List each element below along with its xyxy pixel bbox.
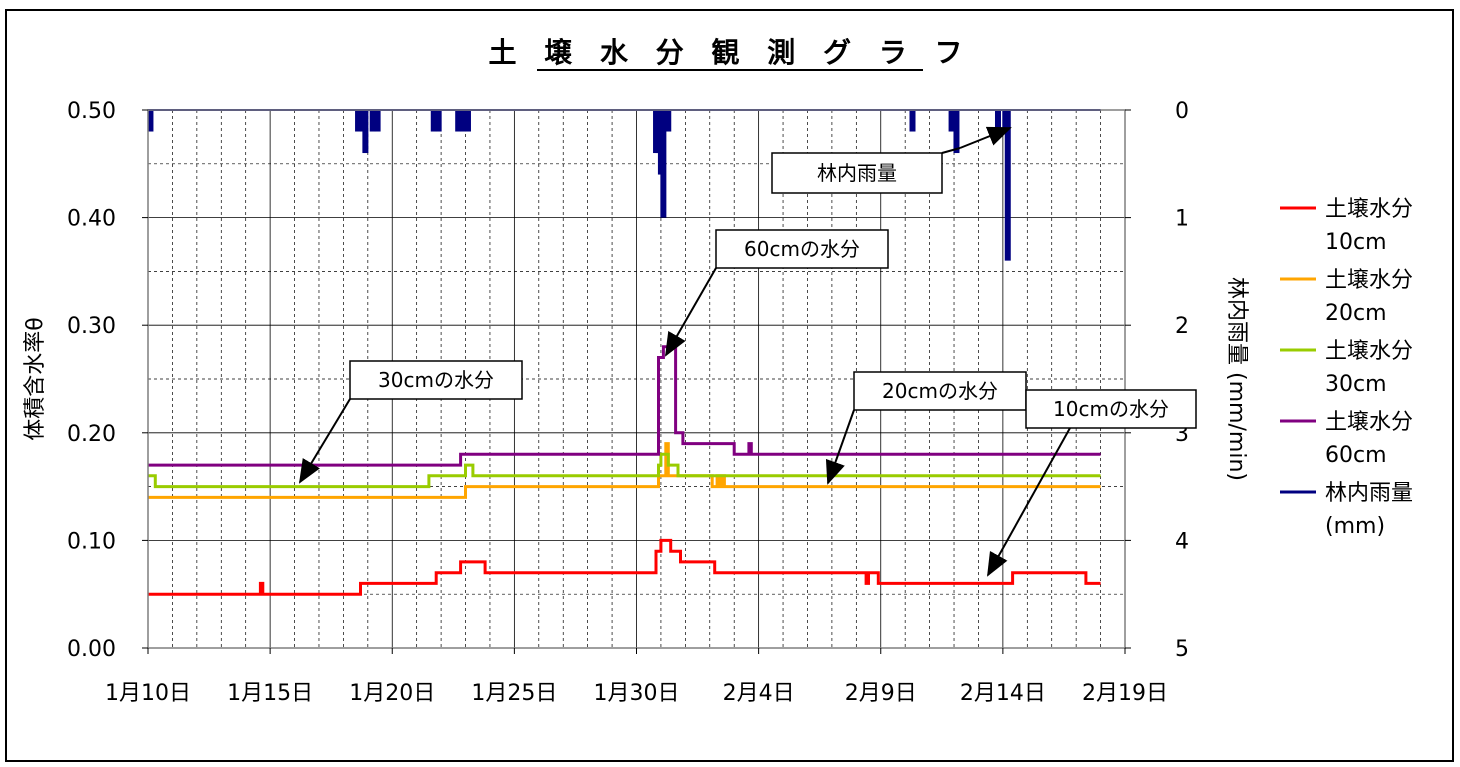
legend-label: 土壌水分 <box>1325 268 1413 293</box>
x-tick-label: 1月20日 <box>349 681 435 706</box>
y-right-axis-label: 林内雨量 (mm/min) <box>1224 277 1249 481</box>
series-line-2 <box>148 452 1101 489</box>
y-left-ticks: 0.00 0.10 0.20 0.30 0.40 0.50 <box>67 99 148 662</box>
series-line-0 <box>148 538 1101 596</box>
series-group <box>147 109 1101 596</box>
rain-bar <box>369 110 376 132</box>
rain-bar <box>660 110 667 218</box>
legend-label: 10cm <box>1325 230 1387 255</box>
legend-label: 60cm <box>1325 443 1387 468</box>
rain-bar <box>460 110 467 132</box>
y-left-axis-label: 体積含水率θ <box>23 317 48 440</box>
legend-label: 土壌水分 <box>1325 339 1413 364</box>
rain-bar <box>1004 110 1011 261</box>
x-tick-label: 2月9日 <box>845 681 917 706</box>
annotation-box <box>771 152 943 194</box>
legend: 土壌水分 10cm 土壌水分 20cm 土壌水分 30cm 土壌水分 60cm 林内雨量 (mm) <box>1280 197 1413 539</box>
annotation-box <box>853 371 1027 411</box>
rain-bar <box>909 110 916 132</box>
y-right-tick-label: 4 <box>1175 529 1189 554</box>
x-tick-label: 1月25日 <box>471 681 557 706</box>
rain-bar <box>374 110 381 132</box>
rain-bar <box>994 110 1001 132</box>
rain-bar <box>430 110 437 132</box>
legend-label: 土壌水分 <box>1325 197 1413 222</box>
series-line-3 <box>148 345 1101 467</box>
series-line-1 <box>148 442 1101 499</box>
rain-bar <box>147 110 154 132</box>
annotation-box <box>715 229 889 269</box>
annotation-arrow <box>825 409 855 485</box>
annotation-box <box>349 360 523 400</box>
y-left-tick-label: 0.20 <box>67 422 116 447</box>
annotation-arrow <box>987 427 1071 577</box>
annotation-label: 10cmの水分 <box>1053 397 1169 421</box>
legend-label: 20cm <box>1325 301 1387 326</box>
rain-bar <box>362 110 369 154</box>
annotation-arrow <box>941 147 961 154</box>
x-tick-label: 1月15日 <box>227 681 313 706</box>
annotation-label: 60cmの水分 <box>744 237 860 261</box>
rain-bar <box>355 110 362 132</box>
legend-label: 林内雨量 <box>1325 481 1413 506</box>
annotation-arrow <box>665 267 717 357</box>
annotation-label: 30cmの水分 <box>378 368 494 392</box>
x-tick-label: 2月4日 <box>723 681 795 706</box>
x-tick-label: 2月19日 <box>1082 681 1168 706</box>
rain-bar <box>665 110 672 132</box>
x-ticks: 1月10日 1月15日 1月20日 1月25日 1月30日 2月4日 2月9日 2月14日 2月… <box>105 648 1168 706</box>
rain-bar <box>455 110 462 132</box>
chart-title: 土 壌 水 分 観 測 グ ラ フ <box>489 36 972 69</box>
chart-frame <box>5 9 1454 762</box>
legend-label: 土壌水分 <box>1325 410 1413 435</box>
y-left-tick-label: 0.00 <box>67 637 116 662</box>
legend-label: 30cm <box>1325 372 1387 397</box>
legend-label: (mm) <box>1325 514 1385 539</box>
y-left-tick-label: 0.40 <box>67 207 116 232</box>
annotation-label: 林内雨量 <box>817 161 897 185</box>
y-right-tick-label: 0 <box>1175 99 1189 124</box>
x-tick-label: 1月10日 <box>105 681 191 706</box>
y-left-tick-label: 0.10 <box>67 529 116 554</box>
y-right-tick-label: 5 <box>1175 637 1189 662</box>
rain-bar <box>948 110 955 132</box>
x-tick-label: 1月30日 <box>594 681 680 706</box>
annotation-arrow <box>298 398 351 484</box>
y-left-tick-label: 0.30 <box>67 314 116 339</box>
x-tick-label: 2月14日 <box>960 681 1046 706</box>
annotation-label: 20cmの水分 <box>882 379 998 403</box>
y-right-tick-label: 1 <box>1175 207 1189 232</box>
rain-bar <box>435 110 442 132</box>
y-right-tick-label: 2 <box>1175 314 1189 339</box>
annotations: 林内雨量 60cmの水分 30cmの水分 20cmの水分 10cmの水分 <box>298 126 1197 577</box>
rain-bar <box>953 110 960 154</box>
annotation-arrow <box>959 126 1012 149</box>
y-left-tick-label: 0.50 <box>67 99 116 124</box>
annotation-box <box>1025 389 1197 429</box>
rain-bar <box>464 110 471 132</box>
